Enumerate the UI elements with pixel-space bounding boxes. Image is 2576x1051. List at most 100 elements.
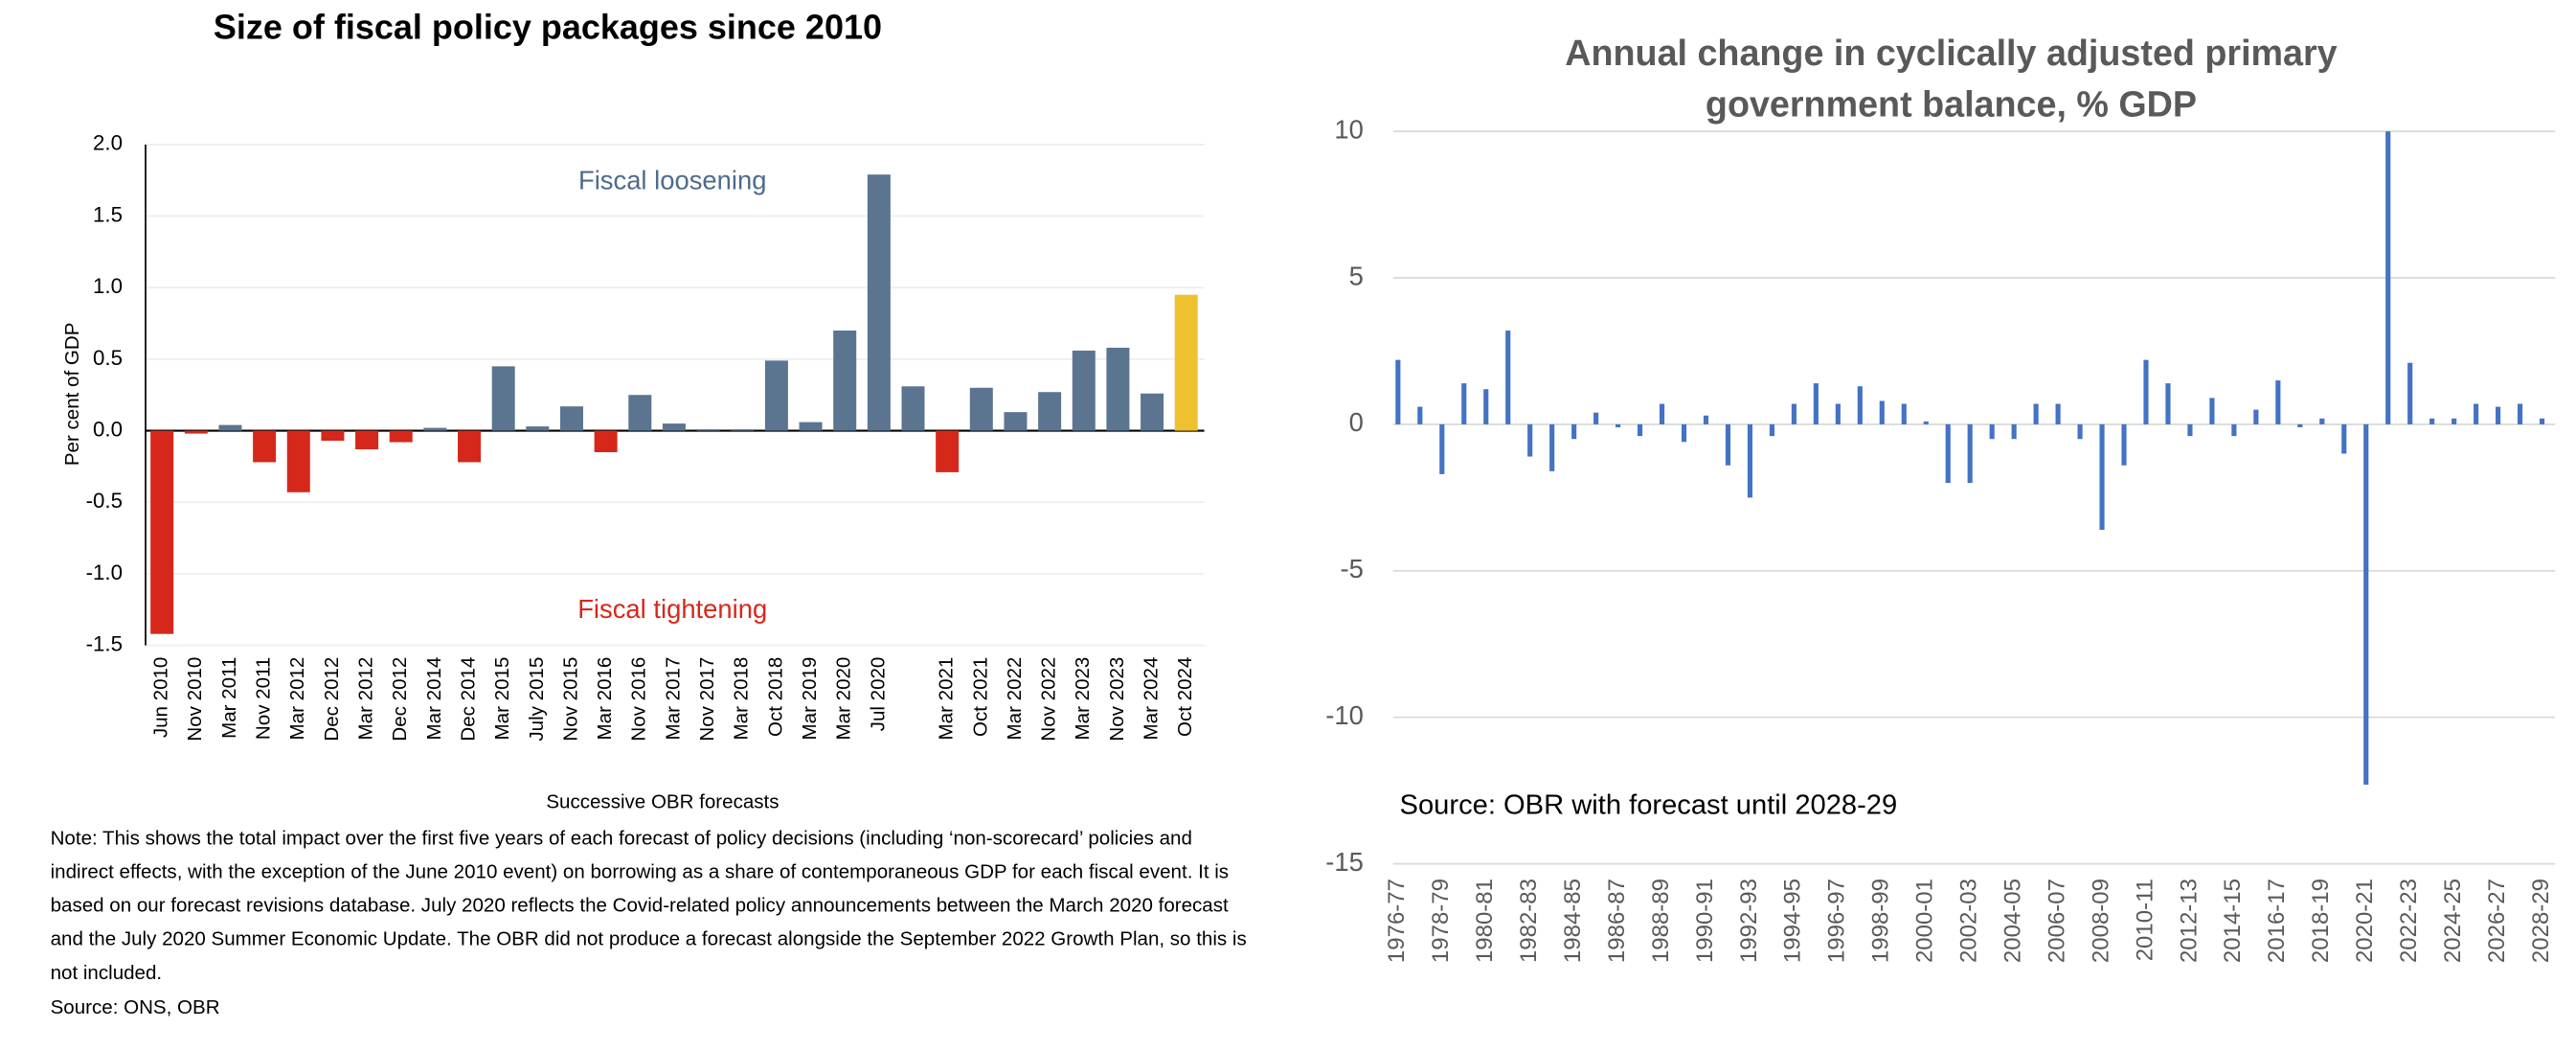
bar — [901, 386, 925, 431]
bar — [218, 424, 242, 431]
bar — [389, 430, 413, 443]
x-tick-label: Mar 2021 — [936, 657, 958, 741]
bar — [2297, 423, 2303, 427]
x-tick-label: Nov 2015 — [559, 657, 581, 742]
x-tick-label: Nov 2010 — [184, 657, 206, 742]
bar — [696, 429, 720, 431]
bar — [2341, 423, 2347, 454]
x-tick-label: 2006-07 — [2044, 879, 2069, 963]
bar — [1791, 403, 1796, 424]
bar — [1725, 423, 1731, 466]
bar — [2121, 423, 2127, 466]
x-tick-label: 2002-03 — [1956, 879, 1982, 963]
x-tick-label: 1990-91 — [1692, 879, 1718, 963]
bar — [2539, 418, 2545, 424]
x-tick-label: Mar 2014 — [423, 657, 445, 741]
x-tick-label: 1978-79 — [1428, 879, 1454, 963]
bar — [1967, 423, 1973, 484]
y-tick-label: 0 — [1349, 407, 1364, 437]
y-tick-label: -10 — [1325, 700, 1364, 730]
bar — [2496, 406, 2501, 424]
x-tick-label: 2022-23 — [2396, 879, 2422, 963]
bar — [1681, 423, 1687, 443]
note: and the July 2020 Summer Economic Update… — [51, 928, 1247, 950]
bar — [1106, 347, 1130, 431]
bar — [458, 430, 482, 463]
bar — [594, 430, 618, 452]
y-tick-label: 10 — [1334, 114, 1363, 144]
bar — [2209, 398, 2215, 424]
bar — [2517, 403, 2523, 424]
bar — [1461, 383, 1467, 424]
note: Note: This shows the total impact over t… — [51, 827, 1192, 849]
x-tick-label: 2000-01 — [1912, 879, 1938, 963]
bar — [936, 430, 960, 472]
bar — [526, 426, 550, 431]
y-axis-label: Per cent of GDP — [61, 323, 83, 467]
bar — [867, 174, 891, 431]
x-tick-label: 2028-29 — [2528, 879, 2554, 963]
bar — [1901, 403, 1907, 424]
bar — [2319, 418, 2325, 424]
x-tick-label: Mar 2016 — [594, 657, 616, 741]
bar — [1703, 415, 1709, 424]
y-tick-label: -1.0 — [86, 560, 123, 584]
bar — [833, 331, 857, 431]
x-tick-label: 2004-05 — [2000, 879, 2025, 963]
bar — [184, 430, 208, 434]
x-tick-label: Mar 2018 — [731, 657, 753, 741]
bar — [2474, 403, 2479, 424]
x-tick-label: Mar 2019 — [799, 657, 821, 741]
x-tick-label: Dec 2014 — [457, 657, 479, 742]
bar — [423, 427, 447, 431]
bar — [2077, 423, 2083, 440]
bar — [559, 406, 583, 431]
bar — [2011, 423, 2017, 440]
bar — [321, 430, 345, 442]
note: not included. — [51, 962, 163, 984]
annotation: Fiscal tightening — [577, 594, 767, 624]
x-tick-label: July 2015 — [526, 657, 548, 742]
x-tick-label: Oct 2018 — [764, 657, 786, 737]
bar — [628, 395, 652, 431]
bar — [2187, 423, 2193, 437]
bar — [1549, 423, 1555, 471]
bar — [355, 430, 379, 449]
bar — [799, 422, 823, 431]
bar — [1038, 392, 1062, 431]
y-tick-label: -1.5 — [86, 632, 123, 656]
bar — [2231, 423, 2237, 437]
x-axis-label: Successive OBR forecasts — [546, 791, 779, 813]
bar — [1141, 393, 1164, 431]
x-tick-label: Mar 2024 — [1141, 657, 1163, 741]
bar — [2143, 359, 2149, 424]
note: based on our forecast revisions database… — [51, 895, 1229, 917]
bar — [1174, 294, 1198, 431]
bar — [1395, 359, 1401, 424]
note: indirect effects, with the exception of … — [51, 860, 1229, 882]
x-tick-label: 1976-77 — [1384, 879, 1410, 963]
bar — [1616, 423, 1621, 427]
bar — [1769, 423, 1774, 437]
bar — [1813, 383, 1819, 424]
bar — [969, 387, 993, 431]
x-tick-label: 1980-81 — [1472, 879, 1498, 963]
bar — [1527, 423, 1533, 457]
bar — [1747, 423, 1753, 498]
bar — [731, 429, 755, 431]
x-tick-label: 1986-87 — [1604, 879, 1630, 963]
x-tick-label: 1992-93 — [1736, 879, 1762, 963]
x-tick-label: Mar 2022 — [1004, 657, 1026, 741]
x-tick-label: Dec 2012 — [389, 657, 411, 742]
x-tick-label: Nov 2011 — [253, 657, 275, 740]
bar — [1637, 423, 1643, 437]
chart-title: Size of fiscal policy packages since 201… — [214, 7, 882, 46]
bar — [2407, 362, 2413, 424]
bar — [1505, 331, 1511, 424]
x-tick-label: 2010-11 — [2132, 879, 2158, 961]
x-tick-label: Nov 2022 — [1038, 657, 1060, 742]
bar — [1439, 423, 1445, 474]
bar — [2253, 409, 2259, 424]
x-tick-label: Oct 2021 — [969, 657, 991, 737]
bar — [764, 360, 788, 431]
